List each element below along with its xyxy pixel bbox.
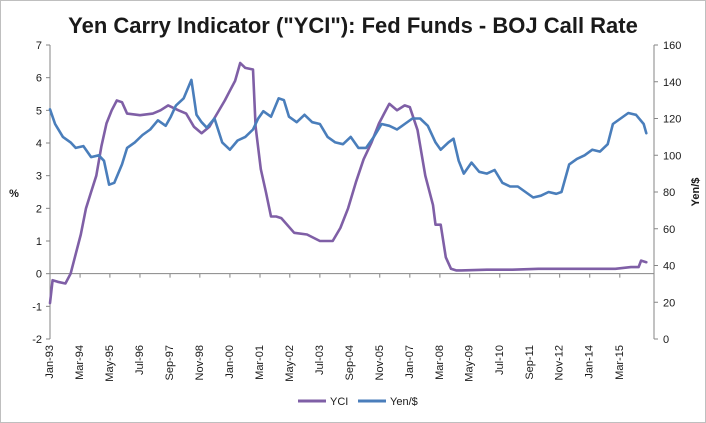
left-tick-label: 1 <box>36 236 42 248</box>
right-tick-label: 0 <box>663 334 669 346</box>
x-tick-label: Sep-04 <box>344 345 356 380</box>
x-tick-label: Sep-97 <box>164 345 176 380</box>
x-tick-label: Mar-94 <box>74 345 86 380</box>
right-tick-label: 80 <box>663 187 675 199</box>
left-tick-label: 5 <box>36 105 42 117</box>
x-tick-label: Mar-01 <box>254 345 266 380</box>
x-tick-label: May-02 <box>284 345 296 382</box>
x-tick-label: May-95 <box>104 345 116 382</box>
left-tick-label: -1 <box>32 301 42 313</box>
x-tick-label: Sep-11 <box>524 345 536 380</box>
left-tick-label: 0 <box>36 269 42 281</box>
x-tick-label: Jan-00 <box>224 345 236 379</box>
right-tick-label: 40 <box>663 261 675 273</box>
left-tick-label: 4 <box>36 138 42 150</box>
left-tick-label: 6 <box>36 73 42 85</box>
legend: YCI Yen/$ <box>298 396 418 408</box>
x-tick-label: Mar-15 <box>614 345 626 380</box>
right-tick-label: 140 <box>663 77 681 89</box>
left-tick-label: 7 <box>36 40 42 52</box>
x-tick-label: Jan-07 <box>404 345 416 379</box>
right-tick-label: 20 <box>663 297 675 309</box>
series-line-yen <box>48 78 648 199</box>
plot-area: -2 -1 0 1 2 3 4 5 6 7 0 20 40 60 80 100 120 140 160 Jan-93 M… <box>32 40 681 382</box>
legend-label-yen: Yen/$ <box>390 396 418 408</box>
x-tick-label: May-09 <box>464 345 476 382</box>
right-tick-label: 100 <box>663 150 681 162</box>
legend-label-yci: YCI <box>330 396 348 408</box>
left-axis-title: % <box>9 188 19 200</box>
x-tick-label: Jul-03 <box>314 345 326 375</box>
right-tick-label: 160 <box>663 40 681 52</box>
series-line-yci <box>48 61 648 305</box>
x-tick-label: Jul-96 <box>134 345 146 375</box>
x-tick-label: Nov-05 <box>374 345 386 380</box>
x-tick-label: Nov-12 <box>554 345 566 380</box>
x-tick-label: Jan-93 <box>44 345 56 379</box>
x-tick-label: Nov-98 <box>194 345 206 380</box>
x-tick-label: Jul-10 <box>494 345 506 375</box>
left-tick-label: -2 <box>32 334 42 346</box>
chart-title: Yen Carry Indicator ("YCI"): Fed Funds -… <box>68 13 638 38</box>
left-tick-label: 3 <box>36 171 42 183</box>
right-axis-title: Yen/$ <box>690 178 702 207</box>
x-tick-label: Jan-14 <box>584 345 596 379</box>
x-tick-label: Mar-08 <box>434 345 446 380</box>
right-tick-label: 60 <box>663 224 675 236</box>
right-tick-label: 120 <box>663 114 681 126</box>
left-tick-label: 2 <box>36 203 42 215</box>
